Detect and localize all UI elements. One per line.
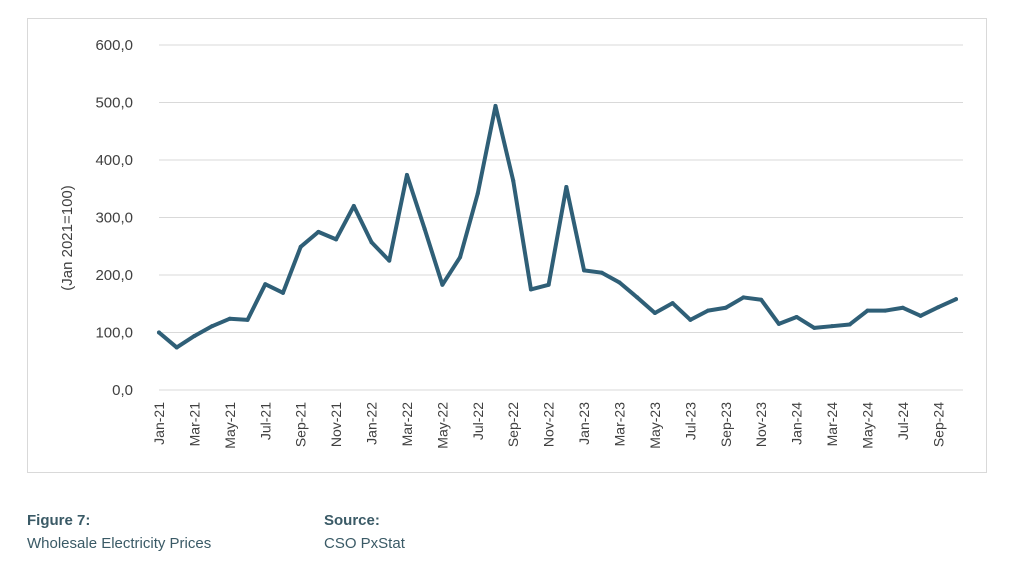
data-point [847, 322, 852, 327]
data-point [582, 268, 587, 273]
x-tick-label: Sep-22 [505, 402, 521, 447]
x-tick-label: May-22 [434, 402, 450, 449]
x-tick-label: Jul-24 [895, 402, 911, 440]
data-point [263, 282, 268, 287]
data-point [422, 227, 427, 231]
data-point [776, 321, 781, 326]
data-point [759, 297, 764, 302]
x-tick-label: Nov-23 [753, 402, 769, 447]
x-tick-label: Jan-23 [576, 402, 592, 445]
x-tick-label: Jan-22 [364, 402, 380, 445]
data-point [794, 314, 799, 319]
data-point [670, 301, 675, 306]
y-tick-label: 500,0 [95, 95, 133, 112]
x-tick-label: Jul-23 [682, 402, 698, 440]
y-tick-label: 200,0 [95, 267, 133, 284]
data-point [280, 290, 285, 295]
chart-frame: 0,0 100,0 200,0 300,0 400,0 500,0 600,0 Jan-21… [27, 18, 987, 473]
gridlines [159, 44, 963, 391]
data-point [599, 270, 604, 275]
data-point [741, 295, 746, 300]
data-point [812, 325, 817, 330]
data-point [227, 316, 232, 321]
x-tick-label: Mar-24 [824, 402, 840, 447]
data-point [511, 178, 516, 183]
data-point [564, 185, 569, 190]
data-points [157, 103, 958, 350]
source-caption: Source: CSO PxStat [324, 512, 405, 552]
data-point [458, 255, 463, 260]
source-label: Source: [324, 512, 380, 529]
x-tick-label: Nov-22 [541, 402, 557, 447]
data-point [334, 237, 339, 242]
y-axis-label: (Jan 2021=100) [59, 185, 76, 291]
x-tick-label: Nov-21 [328, 402, 344, 447]
data-point [369, 240, 374, 245]
x-tick-label: Jan-24 [789, 402, 805, 445]
data-point [192, 333, 197, 338]
x-tick-label: May-24 [859, 402, 875, 449]
line-chart: 0,0 100,0 200,0 300,0 400,0 500,0 600,0 Jan-21… [59, 37, 963, 449]
data-point [528, 287, 533, 292]
data-point [245, 317, 250, 322]
data-point [706, 308, 711, 313]
data-point [918, 313, 923, 318]
source-text: CSO PxStat [324, 535, 405, 552]
y-tick-label: 0,0 [112, 382, 133, 399]
data-point [298, 244, 303, 249]
data-point [174, 345, 179, 350]
data-point [440, 282, 445, 287]
x-tick-label: Jul-21 [257, 402, 273, 440]
data-point [900, 305, 905, 310]
data-point [210, 324, 215, 329]
data-point [652, 310, 657, 315]
x-tick-label: Mar-21 [186, 402, 202, 447]
x-tick-label: Mar-23 [611, 402, 627, 447]
figure-label: Figure 7: [27, 512, 91, 529]
data-point [475, 191, 480, 196]
x-tick-label: Sep-21 [293, 402, 309, 447]
data-point [493, 103, 498, 108]
x-tick-label: Jul-22 [470, 402, 486, 440]
data-point [404, 172, 409, 177]
x-tick-label: May-21 [222, 402, 238, 449]
figure-title: Wholesale Electricity Prices [27, 535, 212, 552]
data-point [688, 317, 693, 322]
x-tick-label: Sep-23 [718, 402, 734, 447]
y-tick-label: 600,0 [95, 37, 133, 54]
data-point [157, 330, 161, 335]
data-point [617, 280, 622, 285]
figure-caption: Figure 7: Wholesale Electricity Prices [27, 512, 211, 552]
series-line [157, 103, 958, 350]
x-tick-label: May-23 [647, 402, 663, 449]
data-point [546, 282, 551, 287]
x-axis-ticks: Jan-21 Mar-21 May-21 Jul-21 Sep-21 Nov-21 Jan-… [151, 402, 946, 449]
x-tick-label: Sep-24 [930, 402, 946, 447]
x-tick-label: Jan-21 [151, 402, 167, 445]
data-point [387, 258, 392, 263]
y-tick-label: 300,0 [95, 210, 133, 227]
data-point [936, 305, 941, 310]
data-point [830, 324, 835, 329]
data-point [316, 229, 321, 234]
data-point [723, 305, 728, 310]
y-axis-ticks: 0,0 100,0 200,0 300,0 400,0 500,0 600,0 [95, 37, 133, 399]
x-tick-label: Mar-22 [399, 402, 415, 447]
data-point [351, 204, 356, 208]
data-point [635, 295, 640, 300]
data-point [883, 308, 888, 313]
data-point [954, 297, 958, 302]
y-tick-label: 400,0 [95, 152, 133, 169]
data-point [865, 308, 870, 313]
y-tick-label: 100,0 [95, 325, 133, 342]
